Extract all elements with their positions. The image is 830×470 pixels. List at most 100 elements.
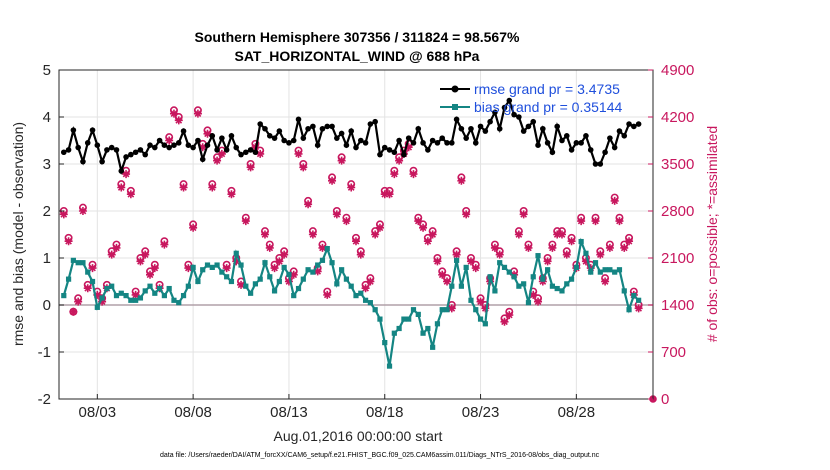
- obs-assimilated-point: [131, 290, 140, 299]
- y-tick-label: 4: [43, 109, 51, 126]
- rmse-point: [300, 135, 307, 141]
- rmse-point: [496, 125, 503, 132]
- obs-assimilated-point: [471, 264, 480, 273]
- bias-point: [295, 285, 302, 292]
- obs-assimilated-point: [356, 250, 365, 259]
- obs-assimilated-point: [481, 304, 490, 313]
- rmse-point: [334, 135, 340, 141]
- y-tick-label: 3: [43, 156, 51, 173]
- rmse-point: [607, 135, 613, 141]
- obs-assimilated-point: [78, 207, 87, 215]
- rmse-point: [286, 140, 292, 146]
- bias-point: [185, 283, 191, 289]
- rmse-point: [290, 137, 297, 144]
- rmse-point: [511, 111, 517, 118]
- obs-assimilated-point: [88, 264, 97, 273]
- rmse-point: [583, 133, 589, 139]
- rmse-point: [118, 168, 125, 174]
- x-tick-label: 08/23: [462, 404, 500, 421]
- obs-assimilated-point: [462, 210, 471, 219]
- obs-assimilated-point: [577, 217, 586, 226]
- obs-assimilated-point: [543, 257, 552, 266]
- bias-point: [80, 260, 86, 266]
- rmse-point: [635, 121, 642, 127]
- rmse-point: [386, 147, 393, 153]
- x-axis-label: Aug.01,2016 00:00:00 start: [274, 428, 443, 444]
- rmse-point: [262, 125, 268, 132]
- rmse-point: [535, 142, 541, 148]
- bias-point: [473, 307, 479, 313]
- obs-assimilated-point: [428, 230, 437, 239]
- rmse-point: [310, 123, 316, 130]
- y-right-tick-label: 4900: [661, 62, 694, 79]
- bias-point: [382, 340, 388, 346]
- obs-assimilated-point: [280, 250, 289, 259]
- bias-point: [276, 278, 282, 285]
- obs-assimilated-point: [567, 237, 576, 246]
- y-right-tick-label: 700: [661, 344, 686, 361]
- bias-point: [118, 290, 124, 296]
- chart-subtitle: SAT_HORIZONTAL_WIND @ 688 hPa: [235, 48, 480, 64]
- y-tick-label: 2: [43, 203, 51, 220]
- rmse-point: [65, 147, 72, 153]
- obs-assimilated-point: [318, 243, 327, 252]
- obs-assimilated-point: [241, 217, 250, 226]
- x-tick-label: 08/18: [366, 404, 404, 421]
- obs-assimilated-point: [141, 250, 150, 259]
- rmse-point: [391, 149, 398, 156]
- obs-assimilated-point: [160, 240, 169, 249]
- rmse-point: [405, 135, 412, 141]
- bias-point: [156, 285, 163, 292]
- rmse-point: [185, 142, 192, 148]
- rmse-point: [209, 133, 216, 139]
- bias-point: [271, 288, 278, 294]
- obs-assimilated-point: [203, 129, 212, 138]
- obs-assimilated-point: [352, 237, 360, 246]
- obs-assimilated-point: [59, 210, 68, 219]
- rmse-point: [175, 140, 182, 146]
- obs-assimilated-point: [304, 200, 313, 209]
- bias-point: [300, 276, 306, 282]
- bias-point: [291, 293, 297, 299]
- bias-point: [492, 288, 498, 294]
- rmse-point: [520, 128, 527, 134]
- rmse-point: [161, 142, 168, 148]
- y-tick-label: -1: [38, 344, 51, 361]
- rmse-point: [530, 118, 537, 125]
- obs-assimilated-point: [184, 264, 193, 273]
- rmse-point: [568, 147, 575, 153]
- rmse-point: [415, 125, 422, 132]
- rmse-point: [544, 140, 551, 146]
- rmse-point: [410, 140, 417, 146]
- rmse-point: [458, 125, 465, 132]
- rmse-point: [338, 130, 345, 137]
- rmse-point: [89, 127, 96, 133]
- bias-point: [195, 278, 201, 285]
- obs-assimilated-point: [260, 230, 269, 239]
- rmse-point: [396, 137, 402, 144]
- rmse-point: [108, 144, 115, 151]
- obs-assimilated-point: [562, 250, 571, 259]
- obs-assimilated-point: [198, 143, 207, 152]
- bias-point: [506, 269, 512, 275]
- obs-assimilated-point: [337, 156, 346, 165]
- y-right-tick-label: 0: [661, 391, 669, 408]
- rmse-point: [616, 128, 623, 134]
- rmse-point: [219, 135, 225, 141]
- y-tick-label: -2: [38, 391, 51, 408]
- rmse-point: [549, 149, 556, 156]
- bias-line: [62, 237, 640, 367]
- rmse-point: [463, 135, 469, 141]
- bias-point: [128, 297, 134, 303]
- rmse-point: [420, 140, 426, 146]
- rmse-point: [199, 156, 206, 163]
- bias-point: [262, 260, 268, 266]
- y-tick-label: 5: [43, 62, 51, 79]
- bias-point: [425, 325, 431, 332]
- obs-assimilated-point: [126, 190, 135, 199]
- rmse-point: [578, 140, 584, 146]
- bias-point: [137, 295, 144, 301]
- rmse-point: [233, 144, 240, 151]
- rmse-point: [381, 144, 388, 151]
- obs-assimilated-point: [615, 217, 624, 226]
